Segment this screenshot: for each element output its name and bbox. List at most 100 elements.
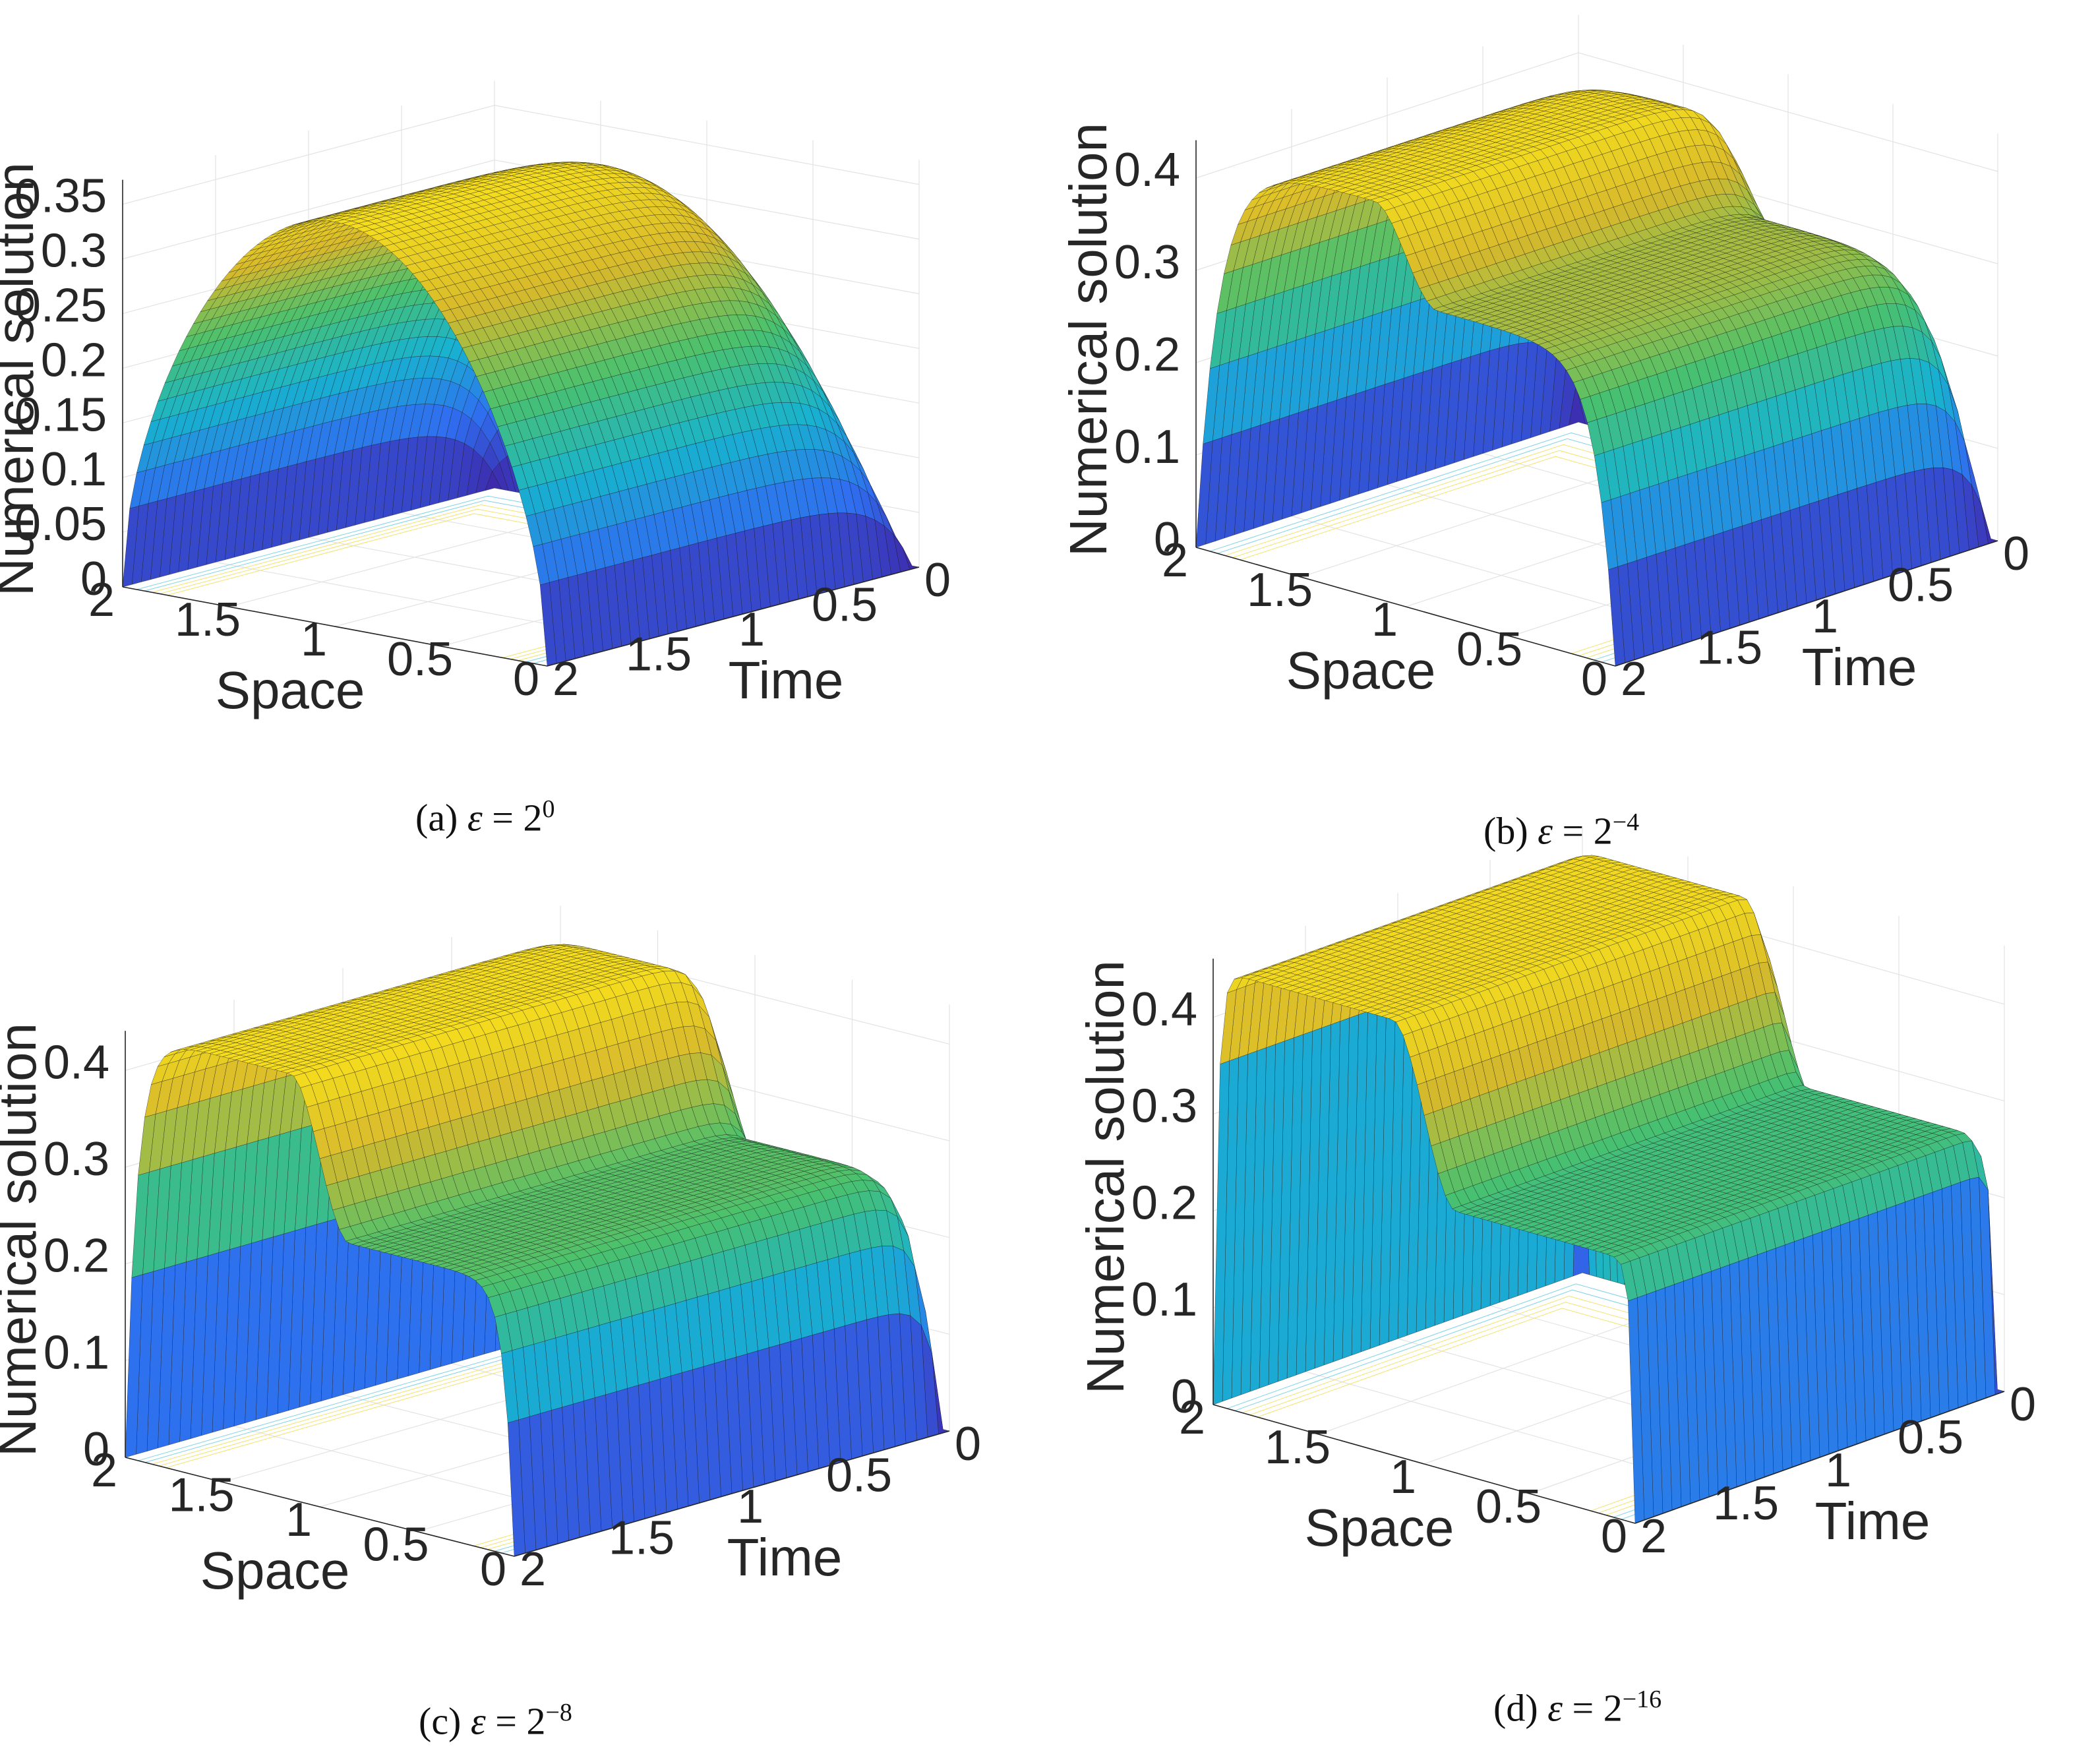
- z-axis-label: Numerical solution: [1059, 123, 1118, 557]
- surface-mesh: [122, 162, 920, 667]
- z-axis-label: Numerical solution: [1076, 960, 1135, 1394]
- caption-b-eq: = 2: [1553, 809, 1613, 853]
- z-tick-label: 0.2: [44, 1230, 109, 1283]
- z-tick-label: 0.35: [15, 170, 107, 223]
- axes: [125, 1031, 950, 1557]
- x-tick-label: 1.5: [175, 593, 241, 646]
- x-axis-label: Space: [200, 1541, 350, 1600]
- x-tick-label: 1: [1390, 1451, 1416, 1504]
- z-tick-label: 0.2: [1131, 1176, 1197, 1229]
- x-tick-label: 2: [1162, 534, 1188, 587]
- chart-panel-a: 0 0.5 1 1.5 2 0 0.5 1 1.5 2 0 0.05 0.1 0.15 0.2 0.25 0.3…: [0, 0, 1029, 725]
- caption-c-symbol: ε: [470, 1699, 486, 1743]
- caption-d-eq: = 2: [1563, 1686, 1623, 1730]
- x-tick-label: 0: [1601, 1510, 1627, 1563]
- x-tick-label: 0.5: [1476, 1480, 1542, 1533]
- x-tick-label: 0.5: [1456, 623, 1522, 676]
- z-tick-label: 0.1: [41, 443, 107, 496]
- x-tick-label: 0: [1581, 653, 1607, 706]
- y-tick-label: 1: [1812, 590, 1838, 643]
- x-tick-label: 2: [88, 574, 115, 626]
- y-tick-label: 0: [2010, 1378, 2036, 1431]
- z-tick-label: 0: [83, 1423, 109, 1476]
- y-tick-label: 1: [738, 603, 765, 656]
- z-tick-label: 0: [1154, 513, 1180, 566]
- caption-d-prefix: (d): [1493, 1686, 1538, 1730]
- caption-d: (d) ε = 2−16: [1493, 1685, 1662, 1730]
- z-tick-label: 0.1: [1131, 1273, 1197, 1326]
- x-tick-label: 0.5: [363, 1519, 429, 1571]
- surface-mesh: [125, 944, 950, 1557]
- x-axis-label: Space: [1286, 641, 1436, 700]
- x-tick-label: 2: [1179, 1391, 1205, 1444]
- y-tick-label: 0: [2003, 528, 2029, 580]
- caption-a-symbol: ε: [467, 796, 483, 839]
- caption-b: (b) ε = 2−4: [1483, 808, 1639, 853]
- chart-panel-d: 0 0.5 1 1.5 2 0 0.5 1 1.5 2 0 0.1 0.2 0.3 0.4 Space Time…: [1075, 826, 2096, 1616]
- caption-c: (c) ε = 2−8: [419, 1698, 572, 1743]
- y-tick-label: 1.5: [626, 628, 692, 681]
- x-tick-label: 1: [1371, 593, 1398, 646]
- axes: [1213, 958, 2005, 1524]
- y-tick-label: 1.5: [1696, 622, 1762, 675]
- z-tick-label: 0.2: [1114, 328, 1180, 381]
- z-tick-label: 0.4: [44, 1036, 109, 1089]
- x-axis-label: Space: [1305, 1498, 1454, 1557]
- caption-b-exp: −4: [1612, 808, 1640, 836]
- z-tick-label: 0.3: [44, 1133, 109, 1186]
- x-tick-label: 0: [513, 653, 539, 706]
- z-tick-label: 0: [80, 553, 107, 605]
- z-tick-label: 0.05: [15, 498, 107, 551]
- caption-a: (a) ε = 20: [415, 795, 554, 839]
- z-axis-label: Numerical solution: [0, 162, 44, 596]
- surface-mesh: [1213, 855, 2005, 1524]
- surface-mesh: [1195, 89, 1998, 667]
- y-tick-label: 2: [553, 653, 579, 706]
- y-tick-label: 0: [955, 1418, 981, 1471]
- chart-panel-b: 0 0.5 1 1.5 2 0 0.5 1 1.5 2 0 0.1 0.2 0.3 0.4 Space Time…: [1059, 0, 2096, 725]
- y-axis-label: Time: [729, 651, 844, 710]
- caption-c-prefix: (c): [419, 1699, 462, 1743]
- x-tick-label: 1.5: [1247, 564, 1313, 617]
- z-tick-label: 0.1: [44, 1326, 109, 1379]
- caption-d-exp: −16: [1622, 1686, 1662, 1713]
- y-tick-label: 0.5: [826, 1449, 892, 1502]
- z-tick-label: 0.15: [15, 388, 107, 441]
- caption-c-exp: −8: [545, 1699, 572, 1726]
- z-tick-label: 0.4: [1131, 983, 1197, 1036]
- caption-a-prefix: (a): [415, 796, 458, 839]
- caption-b-symbol: ε: [1538, 809, 1553, 853]
- surface-plot-a: 00.511.52 00.511.5200.050.10.150.20.250.3…: [0, 80, 951, 719]
- y-axis-label: Time: [1815, 1492, 1931, 1550]
- caption-a-eq: = 2: [482, 796, 543, 839]
- z-axis-label: Numerical solution: [0, 1023, 47, 1457]
- y-tick-label: 2: [520, 1543, 546, 1596]
- y-tick-label: 1.5: [609, 1512, 674, 1565]
- x-tick-label: 0: [480, 1543, 506, 1596]
- x-tick-label: 1: [285, 1494, 312, 1546]
- x-tick-label: 1.5: [1265, 1421, 1331, 1474]
- caption-d-symbol: ε: [1547, 1686, 1563, 1730]
- chart-panel-c: 0 0.5 1 1.5 2 0 0.5 1 1.5 2 0 0.1 0.2 0.3 0.4 Space Time…: [0, 890, 1029, 1616]
- y-tick-label: 2: [1621, 653, 1647, 706]
- z-tick-label: 0: [1171, 1370, 1197, 1423]
- x-tick-label: 1: [301, 613, 327, 666]
- z-tick-label: 0.3: [1114, 236, 1180, 289]
- caption-a-exp: 0: [542, 795, 555, 823]
- y-tick-label: 1: [737, 1480, 764, 1533]
- y-tick-label: 2: [1640, 1510, 1667, 1563]
- x-tick-label: 2: [91, 1444, 117, 1497]
- z-tick-label: 0.2: [41, 334, 107, 386]
- y-tick-label: 0: [924, 554, 951, 607]
- y-tick-label: 1: [1825, 1444, 1851, 1497]
- z-tick-label: 0.25: [15, 280, 107, 332]
- y-axis-label: Time: [1802, 638, 1917, 696]
- axes: [1195, 140, 1998, 667]
- y-tick-label: 0.5: [1888, 559, 1954, 612]
